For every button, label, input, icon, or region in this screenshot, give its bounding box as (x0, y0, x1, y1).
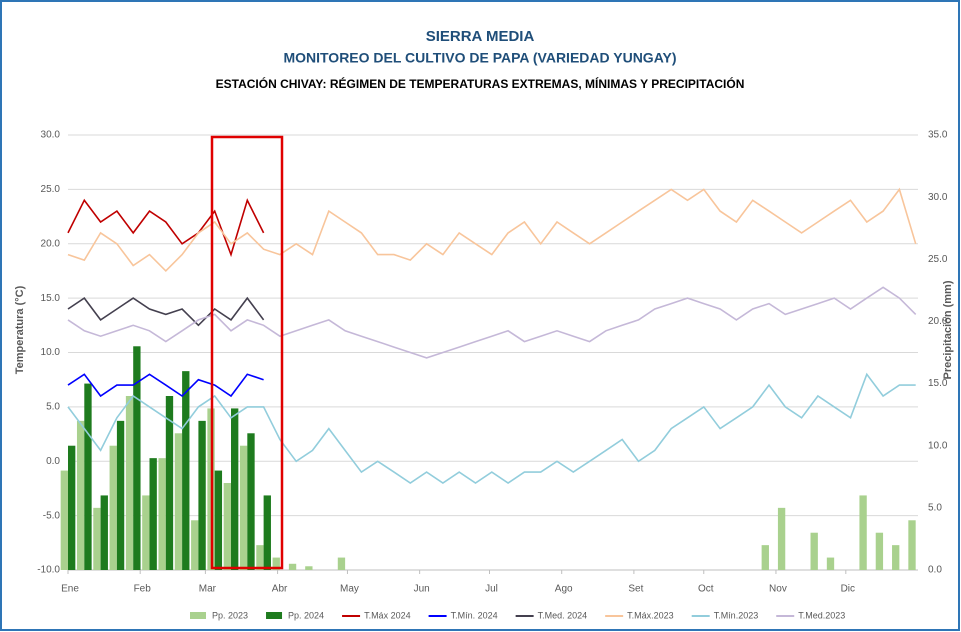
precip-bar (875, 532, 884, 570)
precip-bar (263, 495, 271, 570)
temp-line (67, 187, 917, 273)
y2-tick-label: 25.0 (928, 254, 948, 265)
temp-line (67, 373, 264, 398)
y2-tick-label: 10.0 (928, 440, 948, 451)
temp-line (67, 372, 916, 484)
precip-bar (761, 545, 769, 570)
y-tick-label: -5.0 (43, 510, 61, 521)
legend-label: T.Mín.2023 (714, 610, 759, 620)
legend-label: Pp. 2024 (288, 610, 324, 620)
x-tick-label: Jun (414, 584, 430, 595)
x-tick-label: Abr (272, 584, 288, 595)
y-tick-label: 0.0 (46, 456, 60, 467)
precip-bar (247, 433, 255, 570)
y2-tick-label: 5.0 (928, 502, 942, 513)
precip-bar (859, 495, 867, 570)
precip-bar (109, 445, 117, 570)
temp-line (67, 198, 265, 258)
chart-subtitle: ESTACIÓN CHIVAY: RÉGIMEN DE TEMPERATURAS… (216, 76, 745, 91)
highlight-box (210, 135, 284, 570)
x-tick-label: Set (628, 584, 643, 595)
precip-bar (60, 470, 68, 570)
y2-tick-label: 20.0 (928, 316, 948, 327)
precip-bar (256, 545, 264, 570)
y-tick-label: 10.0 (41, 347, 61, 358)
precip-bar (68, 445, 76, 570)
precip-bar (191, 520, 199, 570)
y-tick-label: 5.0 (46, 402, 60, 413)
precip-bar (84, 383, 92, 570)
x-tick-label: Ene (61, 584, 79, 595)
precip-bar (165, 396, 174, 570)
y2-tick-label: 35.0 (928, 130, 948, 141)
legend: Pp. 2023 Pp. 2024 T.Máx 2024 T.Mín. 2024 T.M… (190, 610, 845, 620)
precip-bar (125, 396, 134, 570)
x-tick-label: May (340, 584, 359, 595)
precip-bar (826, 557, 835, 570)
x-tick-label: Oct (698, 584, 714, 595)
y2-axis-title: Precipitación (mm) (942, 280, 954, 379)
y-tick-label: -10.0 (37, 565, 60, 576)
precip-bar (231, 408, 239, 570)
precip-bar (305, 566, 313, 570)
temp-line (67, 286, 917, 359)
y2-tick-label: 15.0 (928, 378, 948, 389)
y-tick-label: 20.0 (41, 238, 61, 249)
precip-bar (182, 371, 190, 570)
precip-bar (116, 420, 125, 570)
chart-subtitle: MONITOREO DEL CULTIVO DE PAPA (VARIEDAD … (283, 50, 676, 66)
y2-tick-label: 30.0 (928, 192, 948, 203)
precip-bar (214, 470, 223, 570)
temp-line (67, 296, 265, 327)
legend-label: T.Med. 2024 (538, 610, 588, 620)
legend-swatch (266, 612, 283, 619)
legend-label: T.Med.2023 (798, 610, 845, 620)
precip-bar (337, 557, 346, 570)
legend-swatch (190, 612, 206, 619)
precip-bar (272, 557, 280, 570)
legend-label: T.Mín. 2024 (451, 610, 498, 620)
y2-tick-label: 0.0 (928, 565, 942, 576)
x-tick-label: Nov (769, 584, 787, 595)
x-tick-label: Dic (841, 584, 855, 595)
precip-bar (198, 420, 206, 570)
y-axis-title: Temperatura (°C) (14, 285, 26, 374)
precip-bar (133, 346, 141, 570)
precip-bar (239, 445, 248, 570)
precip-bar (174, 433, 183, 570)
legend-label: T.Máx 2024 (364, 610, 411, 620)
precip-bar (810, 532, 818, 570)
legend-label: T.Máx.2023 (627, 610, 674, 620)
y-tick-label: 15.0 (41, 293, 61, 304)
precip-bar (908, 520, 916, 570)
legend-label: Pp. 2023 (212, 610, 248, 620)
precip-bar (100, 495, 108, 570)
y-tick-label: 30.0 (41, 130, 61, 141)
precip-bar (149, 458, 157, 570)
y-tick-label: 25.0 (41, 184, 61, 195)
x-tick-label: Ago (555, 584, 573, 595)
precip-bar (288, 563, 297, 570)
precip-bar (158, 458, 166, 570)
precip-bar (223, 483, 232, 570)
chart-title: SIERRA MEDIA (426, 28, 535, 45)
precip-bar (892, 545, 900, 570)
x-tick-label: Mar (199, 584, 217, 595)
precip-bar (142, 495, 150, 570)
precip-bar (93, 507, 101, 570)
precip-bar (777, 507, 786, 570)
plot-area: -10.0 -5.0 0.0 5.0 10.0 15.0 20.0 25.0 30.0 0.0 5.… (37, 130, 948, 595)
x-tick-label: Jul (485, 584, 498, 595)
precip-bar (76, 420, 85, 570)
x-tick-label: Feb (134, 584, 152, 595)
